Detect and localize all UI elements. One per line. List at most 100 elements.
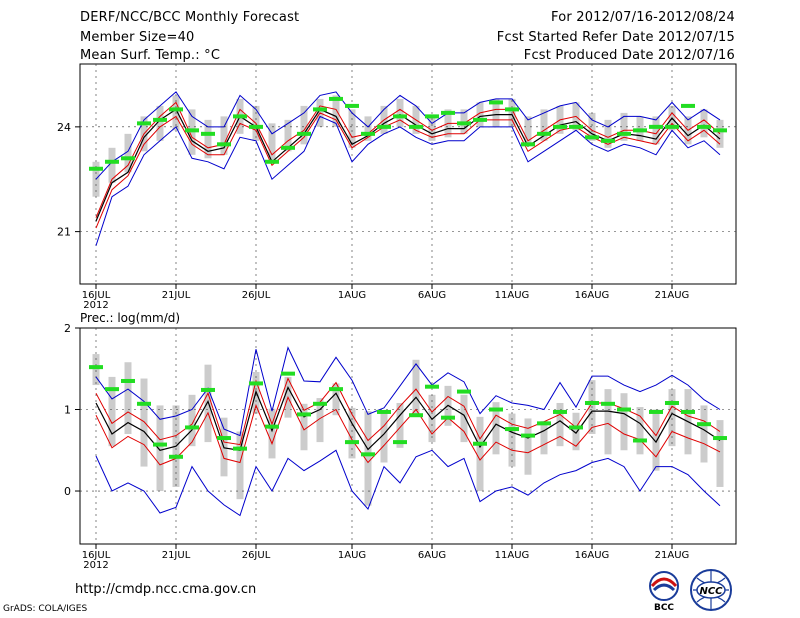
prec-ensemble-bar: [364, 411, 372, 506]
prec-observed-marker: [473, 441, 487, 446]
chart-title: DERF/NCC/BCC Monthly Forecast: [80, 10, 300, 25]
temp-ensemble-bar: [268, 123, 276, 162]
member-size-label: Member Size=40: [80, 30, 195, 45]
prec-ensemble-bar: [156, 405, 164, 492]
temp-observed-marker: [89, 166, 103, 171]
temp-observed-marker: [393, 114, 407, 119]
prec-x-tick-label: 16JUL: [82, 550, 111, 561]
prec-p75-line: [95, 377, 721, 446]
temp-observed-marker: [409, 124, 423, 129]
prec-ensemble-bar: [508, 413, 516, 467]
temp-observed-marker: [601, 138, 615, 143]
prec-observed-marker: [489, 407, 503, 412]
temp-observed-marker: [153, 117, 167, 122]
prec-x-tick-label: 6AUG: [418, 550, 446, 561]
temp-observed-marker: [377, 124, 391, 129]
prec-observed-marker: [137, 401, 151, 406]
temp-observed-marker: [185, 128, 199, 133]
temp-observed-marker: [681, 103, 695, 108]
prec-ensemble-bar: [124, 362, 132, 434]
temp-observed-marker: [441, 110, 455, 115]
temp-ensemble-bar: [364, 116, 372, 141]
prec-x-tick-label: 21AUG: [655, 550, 690, 561]
temp-x-tick-label: 1AUG: [338, 290, 366, 301]
temp-x-tick-label: 21JUL: [162, 290, 191, 301]
temp-observed-marker: [473, 117, 487, 122]
temp-observed-marker: [505, 107, 519, 112]
ncc-logo-label: NCC: [699, 586, 723, 597]
prec-ensemble-bar: [140, 378, 148, 467]
prec-observed-marker: [313, 401, 327, 406]
prec-min-line: [95, 449, 721, 517]
temp-x-tick-label: 16JUL: [82, 290, 111, 301]
prec-ensemble-bar: [604, 389, 612, 455]
temp-observed-marker: [217, 142, 231, 147]
prec-y-tick-label: 2: [64, 322, 71, 335]
prec-ensemble-bar: [460, 394, 468, 443]
temp-x-tick-label: 16AUG: [575, 290, 610, 301]
prec-observed-marker: [185, 425, 199, 430]
prec-ensemble-bar: [620, 393, 628, 451]
temp-ensemble-bar: [428, 116, 436, 141]
temp-ensemble-bar: [284, 119, 292, 152]
temp-observed-marker: [633, 128, 647, 133]
temp-observed-marker: [713, 128, 727, 133]
prec-ensemble-bar: [636, 407, 644, 455]
prec-plot-frame: [79, 327, 737, 545]
prec-ensemble-bar: [572, 412, 580, 451]
temp-ensemble-bar: [604, 119, 612, 148]
prec-mean-line: [95, 386, 721, 451]
prec-observed-marker: [553, 409, 567, 414]
temp-observed-marker: [521, 142, 535, 147]
temp-observed-marker: [121, 156, 135, 161]
prec-observed-marker: [217, 436, 231, 441]
prec-max-line: [95, 346, 721, 437]
prec-year-label: 2012: [83, 560, 108, 571]
temp-ensemble-bar: [476, 102, 484, 127]
temp-observed-marker: [489, 100, 503, 105]
prec-ensemble-bar: [332, 383, 340, 416]
prec-ensemble-bar: [188, 394, 196, 447]
prec-ensemble-bar: [700, 405, 708, 463]
prec-observed-marker: [201, 387, 215, 392]
prec-ensemble-bar: [716, 420, 724, 487]
temp-year-label: 2012: [83, 300, 108, 311]
temp-observed-marker: [201, 131, 215, 136]
ncc-logo: NCC: [690, 569, 732, 611]
prec-ensemble-bar: [412, 359, 420, 414]
temp-ensemble-bar: [124, 133, 132, 173]
prec-ensemble-bar: [92, 354, 100, 386]
temp-observed-marker: [313, 107, 327, 112]
temp-observed-marker: [249, 124, 263, 129]
prec-ensemble-bar: [108, 376, 116, 447]
prec-observed-marker: [585, 400, 599, 405]
temp-plot-frame: [79, 63, 737, 285]
temp-observed-marker: [457, 121, 471, 126]
prec-observed-marker: [617, 407, 631, 412]
temp-x-tick-label: 21AUG: [655, 290, 690, 301]
prec-observed-marker: [457, 389, 471, 394]
website-url[interactable]: http://cmdp.ncc.cma.gov.cn: [75, 582, 257, 597]
prec-observed-marker: [649, 409, 663, 414]
prec-ensemble-bar: [268, 408, 276, 459]
variable-label: Mean Surf. Temp.: °C: [80, 48, 221, 63]
temp-ensemble-bar: [396, 98, 404, 127]
prec-observed-marker: [681, 409, 695, 414]
temp-observed-marker: [329, 96, 343, 101]
prec-observed-marker: [505, 427, 519, 432]
temp-x-tick-label: 11AUG: [495, 290, 530, 301]
temp-ensemble-bar: [108, 147, 116, 183]
prec-observed-marker: [713, 436, 727, 441]
grads-credit: GrADS: COLA/IGES: [3, 604, 88, 614]
bcc-logo: BCC: [649, 571, 679, 612]
prec-ensemble-bar: [652, 409, 660, 471]
temp-observed-marker: [265, 159, 279, 164]
prec-x-tick-label: 21JUL: [162, 550, 191, 561]
prec-y-tick-label: 1: [64, 404, 71, 417]
temp-observed-marker: [665, 124, 679, 129]
temp-observed-marker: [169, 107, 183, 112]
prec-x-tick-label: 26JUL: [242, 550, 271, 561]
prec-observed-marker: [393, 440, 407, 445]
prec-x-tick-label: 11AUG: [495, 550, 530, 561]
temp-observed-marker: [537, 131, 551, 136]
